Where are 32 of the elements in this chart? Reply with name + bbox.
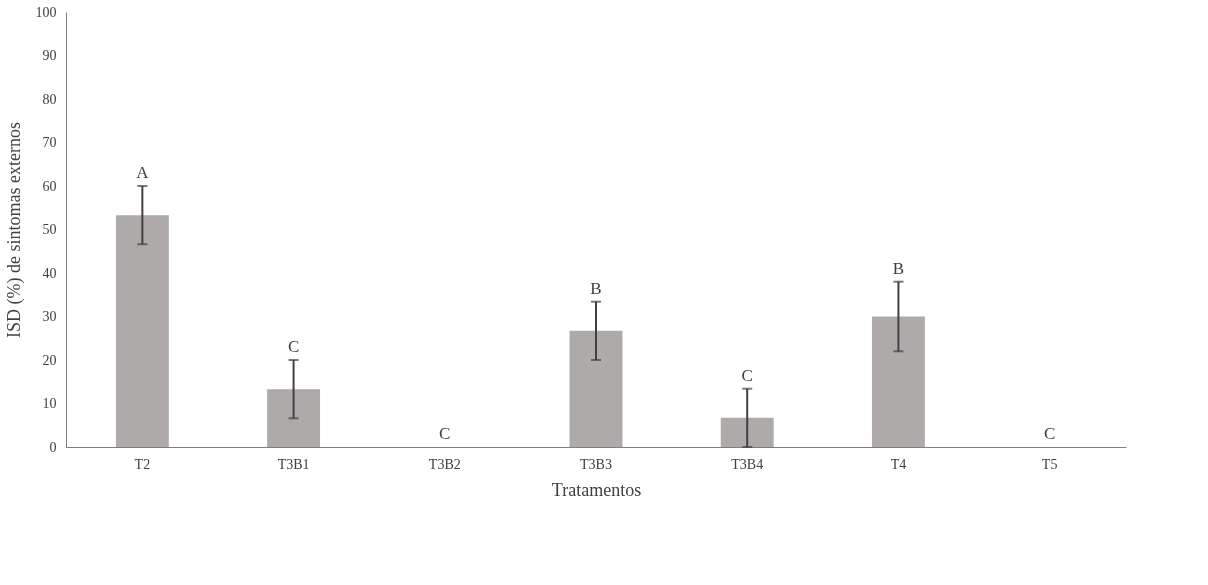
annotation: C xyxy=(439,424,451,443)
y-tick-label: 100 xyxy=(35,4,57,20)
annotation: C xyxy=(287,337,300,356)
annotation: B xyxy=(590,278,602,298)
y-tick-label: 30 xyxy=(42,309,57,324)
y-tick-label: 50 xyxy=(42,222,57,237)
x-tick-label: T3B4 xyxy=(731,456,764,472)
x-tick-label: T3B3 xyxy=(580,456,612,472)
x-tick-label: T4 xyxy=(890,456,907,472)
y-axis-title: ISD (%) de sintomas externos xyxy=(3,122,25,338)
bar xyxy=(115,215,169,447)
y-tick-label: 80 xyxy=(42,91,57,107)
x-tick-label: T5 xyxy=(1041,456,1058,472)
annotation: C xyxy=(1043,424,1056,443)
y-tick-label: 90 xyxy=(42,48,57,63)
x-tick-label: T3B1 xyxy=(277,456,310,472)
x-tick-label: T2 xyxy=(134,456,151,472)
y-tick-label: 70 xyxy=(42,135,57,150)
x-axis-title: Tratamentos xyxy=(551,479,642,500)
y-tick-label: 0 xyxy=(49,439,57,455)
bar xyxy=(569,330,623,447)
bar xyxy=(267,389,321,447)
y-tick-label: 40 xyxy=(42,265,57,281)
bar xyxy=(720,417,774,447)
bar xyxy=(871,316,925,447)
y-tick-label: 60 xyxy=(42,178,57,194)
annotation: B xyxy=(892,258,905,278)
annotation: A xyxy=(136,163,150,182)
x-tick-label: T3B2 xyxy=(428,456,461,472)
y-tick-label: 10 xyxy=(42,396,57,411)
y-tick-label: 20 xyxy=(42,352,57,368)
annotation: C xyxy=(741,365,753,385)
